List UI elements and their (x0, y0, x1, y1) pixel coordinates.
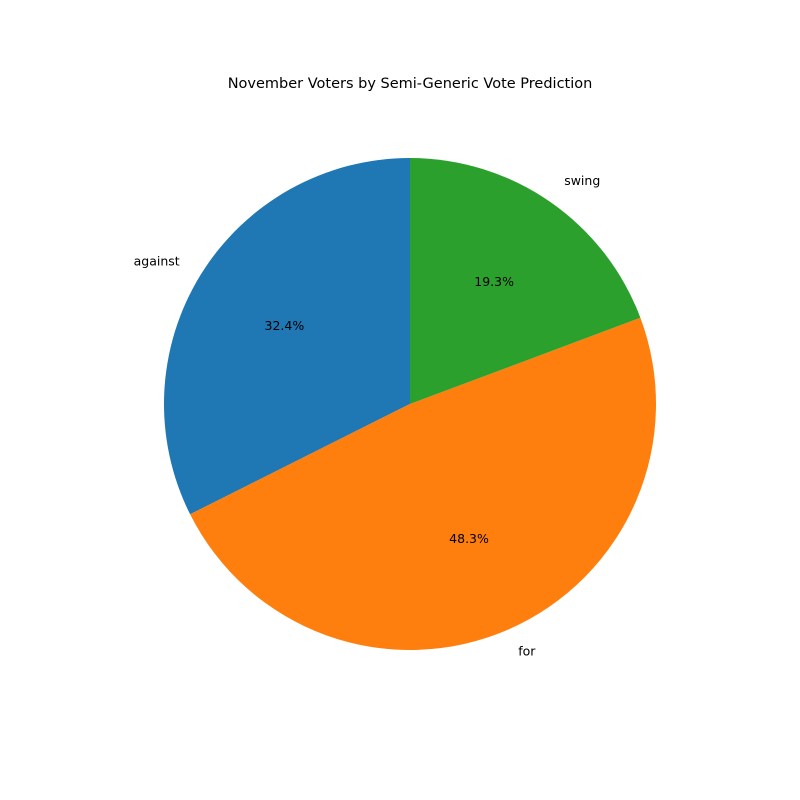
chart-title: November Voters by Semi-Generic Vote Pre… (228, 76, 593, 92)
slice-percent-for: 48.3% (449, 531, 489, 546)
slice-percent-swing: 19.3% (474, 274, 514, 289)
slice-label-against: against (134, 253, 180, 268)
slice-label-for: for (518, 644, 536, 659)
pie-slice-swing (410, 158, 641, 404)
slice-percent-against: 32.4% (265, 318, 305, 333)
pie-slices (163, 158, 657, 651)
slice-label-swing: swing (564, 173, 600, 188)
pie-slice-for (190, 317, 657, 651)
pie-slice-against (163, 158, 410, 515)
pie-labels: against 32.4% for 48.3% swing 19.3% (134, 173, 601, 658)
